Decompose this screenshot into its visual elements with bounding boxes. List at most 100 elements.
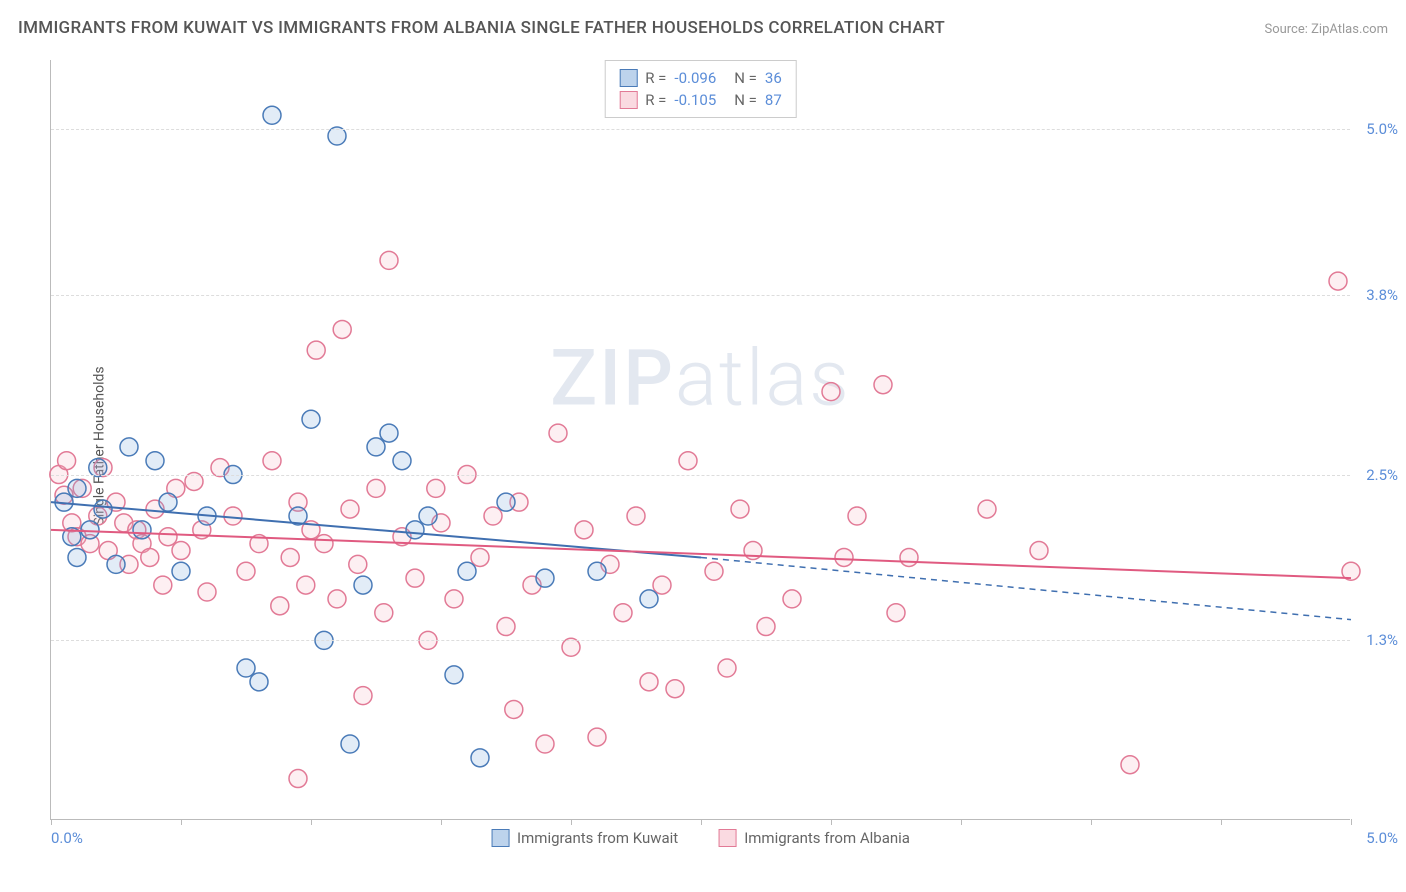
scatter-svg <box>51 60 1350 819</box>
swatch-kuwait <box>619 69 637 87</box>
data-point <box>328 590 346 608</box>
y-tick-label: 5.0% <box>1366 120 1398 138</box>
data-point <box>874 376 892 394</box>
data-point <box>471 749 489 767</box>
bottom-legend: Immigrants from Kuwait Immigrants from A… <box>491 829 910 847</box>
data-point <box>406 521 424 539</box>
data-point <box>1329 272 1347 290</box>
chart-title: IMMIGRANTS FROM KUWAIT VS IMMIGRANTS FRO… <box>18 18 945 38</box>
data-point <box>445 590 463 608</box>
data-point <box>68 479 86 497</box>
data-point <box>271 597 289 615</box>
x-tick <box>51 819 52 825</box>
data-point <box>393 452 411 470</box>
data-point <box>375 604 393 622</box>
x-tick <box>1221 819 1222 825</box>
data-point <box>289 770 307 788</box>
data-point <box>349 555 367 573</box>
x-tick <box>571 819 572 825</box>
x-tick <box>831 819 832 825</box>
data-point <box>731 500 749 518</box>
y-tick-label: 3.8% <box>1366 286 1398 304</box>
data-point <box>198 583 216 601</box>
data-point <box>297 576 315 594</box>
x-tick <box>1091 819 1092 825</box>
data-point <box>614 604 632 622</box>
data-point <box>627 507 645 525</box>
swatch-albania <box>619 91 637 109</box>
r-value-albania: -0.105 <box>674 91 716 109</box>
legend-item-albania: Immigrants from Albania <box>718 829 910 847</box>
n-value-kuwait: 36 <box>765 69 782 87</box>
data-point <box>380 251 398 269</box>
grid-line <box>51 640 1350 641</box>
data-point <box>333 320 351 338</box>
data-point <box>250 673 268 691</box>
x-tick <box>181 819 182 825</box>
data-point <box>341 735 359 753</box>
data-point <box>887 604 905 622</box>
data-point <box>471 548 489 566</box>
data-point <box>367 438 385 456</box>
plot-area: ZIPatlas R = -0.096 N = 36 R = -0.105 N … <box>50 60 1350 820</box>
data-point <box>94 500 112 518</box>
data-point <box>120 438 138 456</box>
y-tick-label: 2.5% <box>1366 466 1398 484</box>
x-tick <box>701 819 702 825</box>
data-point <box>172 562 190 580</box>
x-tick <box>961 819 962 825</box>
data-point <box>133 521 151 539</box>
data-point <box>848 507 866 525</box>
grid-line <box>51 475 1350 476</box>
data-point <box>588 728 606 746</box>
data-point <box>549 424 567 442</box>
r-value-kuwait: -0.096 <box>674 69 716 87</box>
data-point <box>757 618 775 636</box>
data-point <box>68 548 86 566</box>
x-tick <box>1351 819 1352 825</box>
data-point <box>575 521 593 539</box>
data-point <box>237 562 255 580</box>
chart-container: IMMIGRANTS FROM KUWAIT VS IMMIGRANTS FRO… <box>0 0 1406 892</box>
data-point <box>315 535 333 553</box>
data-point <box>705 562 723 580</box>
data-point <box>419 507 437 525</box>
data-point <box>281 548 299 566</box>
n-value-albania: 87 <box>765 91 782 109</box>
data-point <box>427 479 445 497</box>
data-point <box>237 659 255 677</box>
data-point <box>679 452 697 470</box>
data-point <box>1121 756 1139 774</box>
data-point <box>58 452 76 470</box>
legend-label-albania: Immigrants from Albania <box>744 829 910 847</box>
data-point <box>307 341 325 359</box>
data-point <box>653 576 671 594</box>
grid-line <box>51 295 1350 296</box>
data-point <box>341 500 359 518</box>
data-point <box>159 493 177 511</box>
data-point <box>406 569 424 587</box>
data-point <box>445 666 463 684</box>
legend-swatch-kuwait <box>491 829 509 847</box>
stat-row-kuwait: R = -0.096 N = 36 <box>619 67 782 89</box>
x-tick <box>311 819 312 825</box>
data-point <box>978 500 996 518</box>
data-point <box>484 507 502 525</box>
data-point <box>159 528 177 546</box>
data-point <box>835 548 853 566</box>
legend-swatch-albania <box>718 829 736 847</box>
data-point <box>81 521 99 539</box>
data-point <box>141 548 159 566</box>
data-point <box>354 576 372 594</box>
data-point <box>107 555 125 573</box>
data-point <box>1030 542 1048 560</box>
data-point <box>354 687 372 705</box>
grid-line <box>51 129 1350 130</box>
data-point <box>666 680 684 698</box>
data-point <box>640 673 658 691</box>
x-axis-min: 0.0% <box>51 829 83 847</box>
data-point <box>367 479 385 497</box>
data-point <box>263 106 281 124</box>
data-point <box>536 735 554 753</box>
data-point <box>458 562 476 580</box>
